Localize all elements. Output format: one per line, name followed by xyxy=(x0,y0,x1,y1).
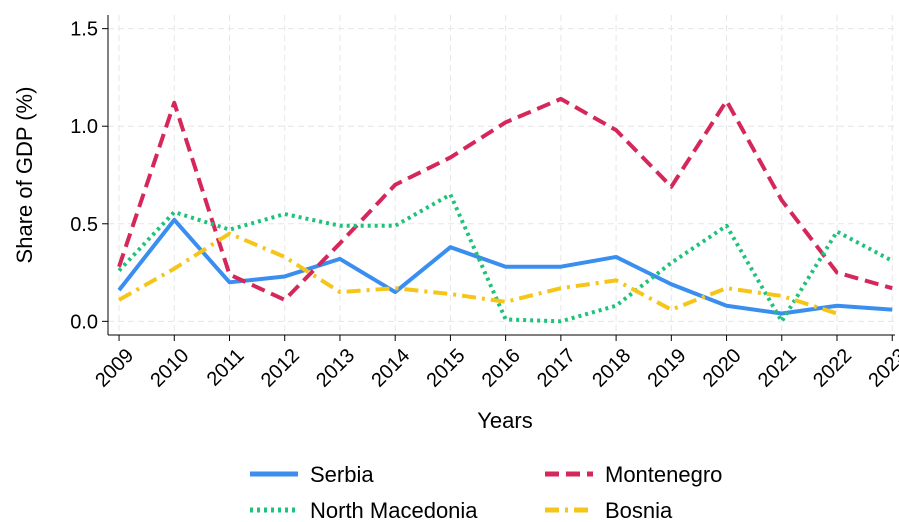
x-tick-label: 2013 xyxy=(312,345,359,392)
y-tick-label: 1.0 xyxy=(70,116,98,138)
x-tick-label: 2019 xyxy=(643,345,690,392)
x-axis-label: Years xyxy=(477,408,532,433)
x-tick-label: 2017 xyxy=(533,345,580,392)
x-tick-label: 2012 xyxy=(257,345,304,392)
x-tick-label: 2014 xyxy=(367,345,414,392)
legend-label: Serbia xyxy=(310,462,374,487)
x-tick-label: 2011 xyxy=(203,345,249,391)
y-tick-label: 0.0 xyxy=(70,311,98,333)
x-tick-label: 2018 xyxy=(588,345,635,392)
x-tick-label: 2010 xyxy=(146,345,193,392)
y-tick-label: 0.5 xyxy=(70,214,98,236)
x-tick-label: 2023 xyxy=(864,345,899,392)
x-tick-label: 2020 xyxy=(699,345,746,392)
x-tick-label: 2015 xyxy=(423,345,470,392)
legend-label: Montenegro xyxy=(605,462,722,487)
x-tick-label: 2009 xyxy=(91,345,138,392)
series-line xyxy=(117,96,893,302)
x-tick-label: 2021 xyxy=(754,345,801,392)
y-axis-label: Share of GDP (%) xyxy=(12,87,37,264)
series-line xyxy=(118,231,838,316)
series-line xyxy=(117,217,893,316)
y-tick-label: 1.5 xyxy=(70,19,98,41)
legend-label: Bosnia xyxy=(605,498,673,522)
x-tick-label: 2016 xyxy=(478,345,525,392)
legend-label: North Macedonia xyxy=(310,498,478,522)
x-tick-label: 2022 xyxy=(809,345,856,392)
